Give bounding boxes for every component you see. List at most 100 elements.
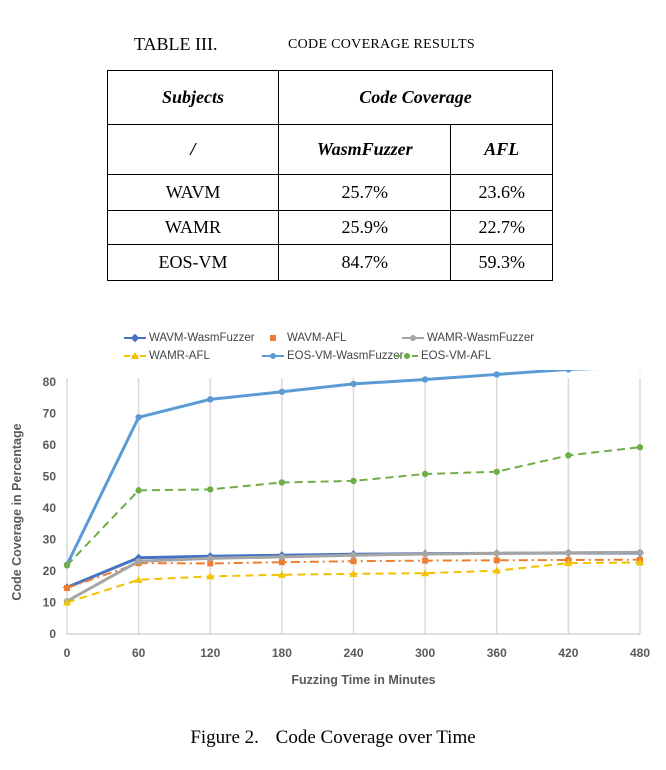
data-point [63,562,71,569]
legend-label: WAVM-WasmFuzzer [149,332,255,344]
legend-item-wavm-afl: WAVM-AFL [262,332,346,344]
data-point [350,477,357,485]
legend-label: EOS-VM-AFL [421,350,492,362]
data-point [636,549,644,556]
data-point [493,550,500,557]
data-point [421,569,430,577]
y-tick-label: 20 [43,564,57,578]
cell-afl: 23.6% [450,174,553,211]
y-tick-label: 0 [49,627,56,641]
data-point [493,468,500,475]
x-tick-label: 300 [415,646,435,660]
data-point [421,376,429,383]
header-subjects: Subjects [106,70,280,125]
cell-subject: EOS-VM [106,244,280,281]
table-row: WAVM 25.7% 23.6% [106,174,553,211]
data-point [278,388,286,395]
data-point [422,557,429,564]
legend-swatch-icon [124,332,146,344]
data-point [349,569,358,577]
y-tick-label: 50 [43,470,57,484]
cell-wasmfuzzer: 84.7% [278,244,452,281]
cell-subject: WAVM [106,174,280,211]
y-tick-label: 40 [43,501,57,515]
figure-title: Code Coverage over Time [275,727,476,748]
x-tick-label: 240 [343,646,363,660]
data-point [278,479,286,486]
table-title: CODE COVERAGE RESULTS [288,37,476,52]
data-point [135,558,142,565]
table-subheader-row: / WasmFuzzer AFL [106,124,553,175]
chart-legend: WAVM-WasmFuzzer WAVM-AFL WAMR-WasmFuzzer… [0,330,666,370]
x-tick-label: 360 [487,646,507,660]
data-point [207,560,214,567]
data-point [421,550,429,558]
data-point [565,452,572,459]
data-point [350,552,357,559]
data-point [493,557,500,564]
data-point [277,570,286,578]
data-point [207,396,214,403]
table-label: TABLE III. [134,34,218,54]
data-point [134,575,143,583]
legend-swatch-icon [124,350,146,362]
data-point [421,470,429,478]
legend-label: EOS-VM-WasmFuzzer [287,350,404,362]
data-point [135,414,142,421]
legend-item-wavm-wasmfuzzer: WAVM-WasmFuzzer [124,332,255,344]
data-point [564,559,573,567]
x-axis-title: Fuzzing Time in Minutes [291,673,435,687]
data-point [206,572,215,580]
cell-wasmfuzzer: 25.7% [278,174,452,211]
header-code-coverage: Code Coverage [278,70,553,125]
y-axis-title: Code Coverage in Percentage [10,423,24,600]
y-tick-label: 70 [43,407,57,421]
data-point [207,555,214,562]
figure-label: Figure 2. [190,727,259,748]
data-point [64,585,70,592]
cell-afl: 22.7% [450,210,553,245]
data-point [636,444,644,451]
table-caption: TABLE III. CODE COVERAGE RESULTS [0,34,666,58]
legend-item-eos-vm-afl: EOS-VM-AFL [396,350,491,362]
data-point [565,370,572,373]
x-tick-label: 480 [630,646,650,660]
legend-label: WAMR-AFL [149,350,210,362]
y-tick-label: 60 [43,438,57,452]
y-tick-label: 10 [43,596,57,610]
x-tick-label: 180 [272,646,292,660]
x-tick-label: 0 [64,646,71,660]
data-point [636,558,644,566]
cell-subject: WAMR [106,210,280,245]
x-tick-label: 60 [132,646,146,660]
data-point [565,549,572,556]
subheader-afl: AFL [450,124,553,175]
subheader-slash: / [106,124,280,175]
coverage-line-chart: 0 10 20 30 40 50 60 70 80 0 60 120 180 240 300 360 420 48… [10,370,650,687]
data-point [492,566,501,574]
data-point [135,487,142,494]
y-tick-label: 80 [43,375,57,389]
data-point [278,553,286,561]
legend-item-wamr-afl: WAMR-AFL [124,350,210,362]
data-point [350,558,357,565]
x-tick-label: 120 [200,646,220,660]
table-row: EOS-VM 84.7% 59.3% [106,244,553,281]
legend-item-eos-vm-wasmfuzzer: EOS-VM-WasmFuzzer [262,350,404,362]
legend-swatch-icon [396,350,418,362]
table-header-row: Subjects Code Coverage [106,70,553,125]
data-point [134,553,143,562]
legend-swatch-icon [262,350,284,362]
cell-afl: 59.3% [450,244,553,281]
table-row: WAMR 25.9% 22.7% [106,210,553,245]
figure-caption: Figure 2. Code Coverage over Time [0,727,666,749]
data-point [63,598,71,606]
data-point [278,559,285,566]
legend-item-wamr-wasmfuzzer: WAMR-WasmFuzzer [402,332,534,344]
data-point [350,380,357,388]
coverage-table: Subjects Code Coverage / WasmFuzzer AFL … [106,70,553,281]
y-tick-label: 30 [43,533,57,547]
legend-label: WAMR-WasmFuzzer [427,332,535,344]
data-point [493,371,500,378]
legend-label: WAVM-AFL [287,332,347,344]
